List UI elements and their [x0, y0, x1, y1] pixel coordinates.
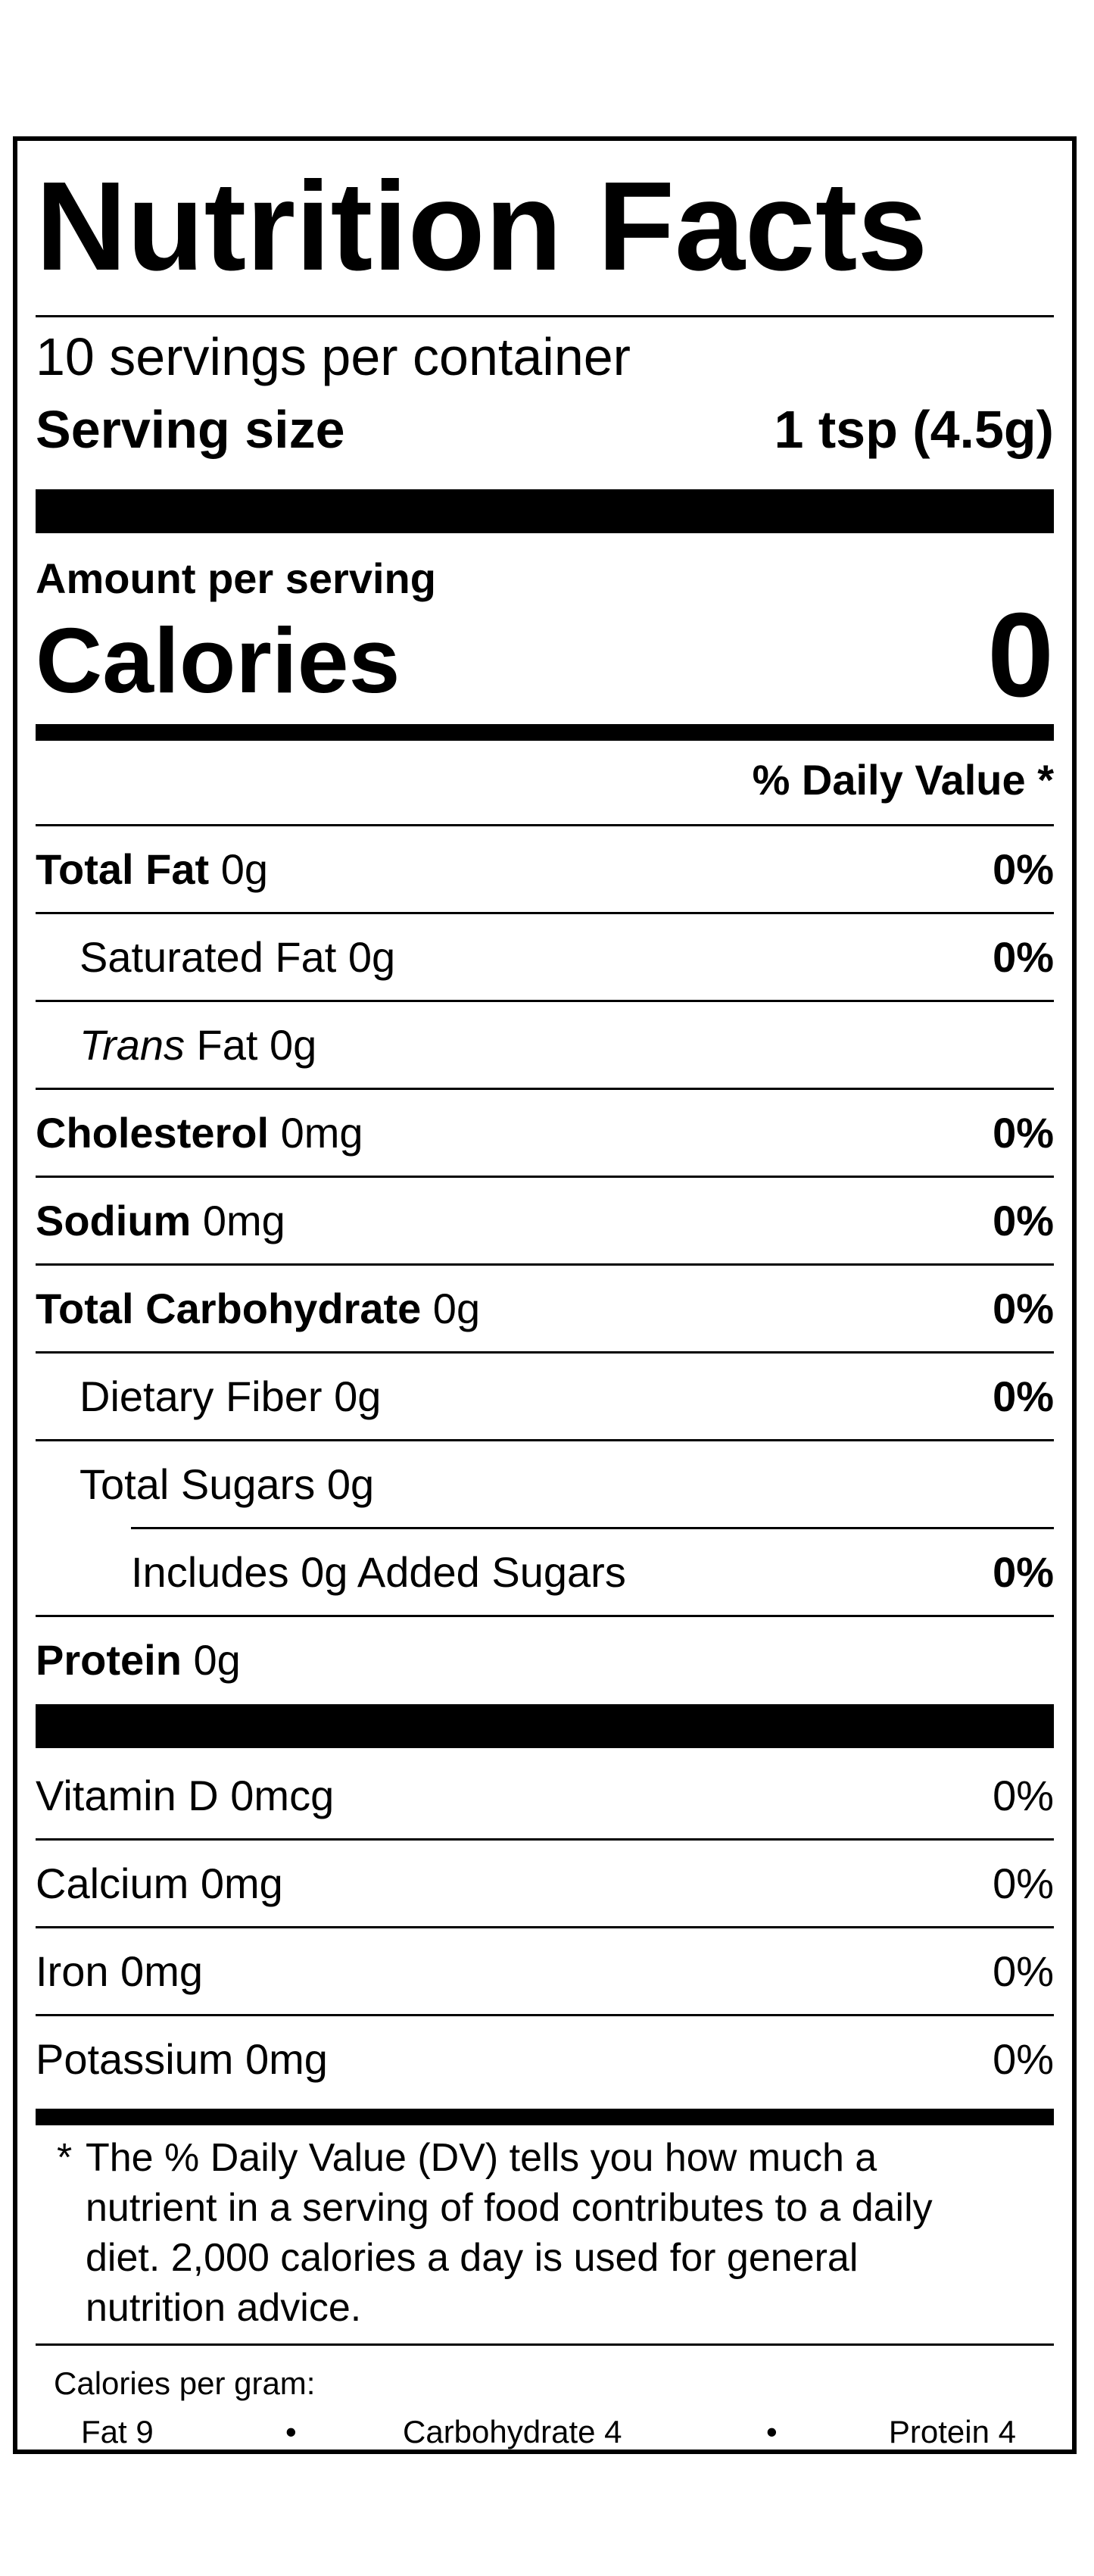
separator-bullet: • [285, 2414, 297, 2450]
nutrient-row-total-carbohydrate: Total Carbohydrate 0g 0% [36, 1266, 1054, 1351]
divider-medium [36, 2109, 1054, 2125]
nutrient-name: Total Sugars 0g [79, 1460, 375, 1508]
calories-value: 0 [987, 589, 1054, 722]
serving-size-value: 1 tsp (4.5g) [774, 400, 1054, 459]
nutrient-name: Cholesterol 0mg [36, 1109, 363, 1157]
nutrient-dv: 0% [993, 1109, 1054, 1157]
serving-size-row: Serving size 1 tsp (4.5g) [36, 403, 1054, 456]
divider-thin [36, 824, 1054, 826]
vitamin-name: Vitamin D 0mcg [36, 1772, 335, 1819]
vitamin-row-potassium: Potassium 0mg 0% [36, 2016, 1054, 2102]
nutrient-name: Dietary Fiber 0g [79, 1372, 382, 1420]
divider-thin-indented [131, 1527, 1054, 1529]
servings-per-container: 10 servings per container [36, 327, 631, 386]
vitamin-row-vitamin-d: Vitamin D 0mcg 0% [36, 1753, 1054, 1838]
nutrient-name: Saturated Fat 0g [79, 933, 396, 981]
daily-value-header: % Daily Value * [752, 756, 1054, 804]
divider-thin [36, 315, 1054, 317]
protein-calories-per-gram: Protein 4 [888, 2414, 1016, 2450]
nutrient-name: Sodium 0mg [36, 1197, 285, 1244]
label-title: Nutrition Facts [36, 156, 928, 297]
nutrient-row-sodium: Sodium 0mg 0% [36, 1178, 1054, 1263]
divider-thin [36, 1176, 1054, 1178]
divider-thin [36, 1439, 1054, 1441]
nutrient-name: Total Carbohydrate 0g [36, 1285, 481, 1332]
calories-label: Calories [36, 609, 401, 712]
nutrient-name: Total Fat 0g [36, 845, 269, 893]
divider-thin [36, 1088, 1054, 1090]
vitamin-dv: 0% [993, 1947, 1054, 1995]
vitamin-name: Iron 0mg [36, 1947, 203, 1995]
amount-per-serving: Amount per serving [36, 554, 436, 602]
vitamin-dv: 0% [993, 1859, 1054, 1907]
divider-thin [36, 1000, 1054, 1002]
serving-size-label: Serving size [36, 400, 345, 459]
nutrient-dv: 0% [993, 933, 1054, 981]
divider-thick [36, 489, 1054, 533]
divider-medium [36, 724, 1054, 741]
nutrient-row-total-sugars: Total Sugars 0g [36, 1441, 1054, 1527]
nutrient-row-trans-fat: Trans Fat 0g [36, 1002, 1054, 1088]
nutrient-row-total-fat: Total Fat 0g 0% [36, 826, 1054, 912]
nutrient-row-added-sugars: Includes 0g Added Sugars 0% [36, 1529, 1054, 1615]
nutrient-name: Protein 0g [36, 1636, 241, 1684]
nutrient-dv: 0% [993, 1548, 1054, 1596]
divider-thin [36, 2343, 1054, 2346]
nutrient-row-dietary-fiber: Dietary Fiber 0g 0% [36, 1354, 1054, 1439]
divider-thin [36, 2014, 1054, 2016]
nutrient-dv: 0% [993, 1285, 1054, 1332]
vitamin-row-calcium: Calcium 0mg 0% [36, 1841, 1054, 1926]
label-content: Nutrition Facts 10 servings per containe… [36, 141, 1054, 2450]
nutrient-row-saturated-fat: Saturated Fat 0g 0% [36, 914, 1054, 1000]
nutrient-name: Includes 0g Added Sugars [131, 1548, 626, 1596]
footnote-text: The % Daily Value (DV) tells you how muc… [86, 2136, 933, 2330]
divider-thin [36, 1351, 1054, 1354]
divider-thin [36, 1615, 1054, 1617]
divider-thin [36, 1263, 1054, 1266]
carbohydrate-calories-per-gram: Carbohydrate 4 [403, 2414, 622, 2450]
divider-thin [36, 1838, 1054, 1841]
nutrient-dv: 0% [993, 1372, 1054, 1420]
footnote-marker: * [57, 2136, 73, 2180]
nutrient-name: Trans Fat 0g [79, 1021, 317, 1069]
vitamin-row-iron: Iron 0mg 0% [36, 1928, 1054, 2014]
vitamin-dv: 0% [993, 1772, 1054, 1819]
divider-thin [36, 912, 1054, 914]
calories-per-gram-title: Calories per gram: [54, 2365, 316, 2401]
vitamin-name: Potassium 0mg [36, 2035, 328, 2083]
nutrient-dv: 0% [993, 845, 1054, 893]
divider-thick [36, 1704, 1054, 1748]
nutrient-dv: 0% [993, 1197, 1054, 1244]
vitamin-dv: 0% [993, 2035, 1054, 2083]
calories-row: Calories 0 [36, 595, 1054, 715]
nutrient-row-protein: Protein 0g [36, 1617, 1054, 1703]
fat-calories-per-gram: Fat 9 [81, 2414, 154, 2450]
divider-thin [36, 1926, 1054, 1928]
separator-bullet: • [766, 2414, 778, 2450]
nutrient-row-cholesterol: Cholesterol 0mg 0% [36, 1090, 1054, 1176]
vitamin-name: Calcium 0mg [36, 1859, 283, 1907]
nutrition-facts-label: Nutrition Facts 10 servings per containe… [13, 136, 1077, 2454]
